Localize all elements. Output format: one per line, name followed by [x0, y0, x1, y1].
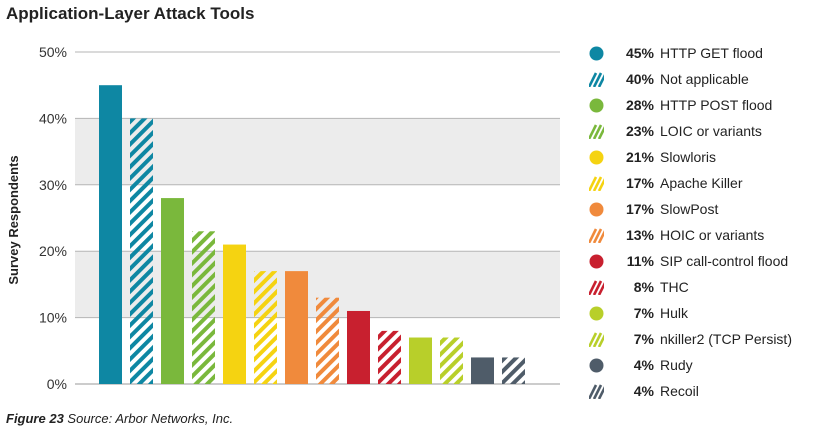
y-tick-label: 40%	[39, 110, 67, 126]
legend-value: 21%	[625, 149, 654, 165]
bar-7	[285, 271, 308, 384]
legend-item: 8% THC	[589, 274, 829, 300]
plot-band	[75, 118, 560, 185]
chart-title: Application-Layer Attack Tools	[6, 4, 255, 23]
legend-item: 23% LOIC or variants	[589, 118, 829, 144]
figure-source: Source: Arbor Networks, Inc.	[67, 411, 234, 426]
legend-label: Rudy	[660, 357, 693, 373]
circle-marker-icon	[589, 254, 604, 268]
hatched-marker-icon	[589, 123, 604, 139]
plot-band	[75, 184, 560, 252]
legend-label: HTTP GET flood	[660, 45, 763, 61]
bar-13	[471, 357, 494, 384]
legend-label: HOIC or variants	[660, 227, 765, 243]
hatched-marker-icon	[589, 227, 604, 243]
legend-label: Not applicable	[660, 71, 749, 87]
y-tick-label: 50%	[39, 44, 67, 60]
bar-6	[254, 271, 277, 384]
legend-label: LOIC or variants	[660, 123, 762, 139]
bar-9	[347, 310, 370, 384]
figure-caption: Figure 23 Source: Arbor Networks, Inc.	[6, 411, 233, 426]
bar-1	[99, 85, 122, 384]
legend-item: 28% HTTP POST flood	[589, 92, 829, 118]
legend-label: SlowPost	[660, 201, 719, 217]
circle-marker-icon	[589, 46, 604, 60]
legend-value: 17%	[625, 175, 654, 191]
legend-item: 45% HTTP GET flood	[589, 40, 829, 66]
plot-bands	[75, 52, 560, 384]
legend-value: 17%	[625, 201, 654, 217]
legend-value: 4%	[633, 383, 654, 399]
y-tick-label: 0%	[47, 376, 67, 392]
bar-11	[409, 337, 432, 384]
bars	[99, 85, 525, 385]
y-tick-labels: 0% 10% 20% 30% 40% 50%	[39, 44, 67, 392]
legend: 45% HTTP GET flood 40% Not applicable 28% HTT…	[589, 40, 829, 404]
legend-label: THC	[660, 279, 689, 295]
legend-value: 28%	[625, 97, 654, 113]
legend-item: 11% SIP call-control flood	[589, 248, 829, 274]
legend-value: 4%	[633, 357, 654, 373]
circle-marker-icon	[589, 150, 604, 164]
hatched-marker-icon	[589, 71, 604, 87]
hatched-marker-icon	[589, 175, 604, 191]
legend-value: 40%	[625, 71, 654, 87]
bar-3	[161, 198, 184, 384]
legend-label: Slowloris	[660, 149, 717, 165]
legend-item: 7% Hulk	[589, 300, 829, 326]
bar-4	[192, 231, 215, 384]
circle-marker-icon	[589, 358, 604, 372]
legend-value: 7%	[633, 305, 654, 321]
legend-item: 21% Slowloris	[589, 144, 829, 170]
legend-value: 45%	[625, 45, 654, 61]
bar-12	[440, 337, 463, 384]
legend-item: 17% Apache Killer	[589, 170, 829, 196]
circle-marker-icon	[589, 306, 604, 320]
y-axis-label: Survey Respondents	[6, 155, 21, 284]
plot-band	[75, 52, 560, 119]
legend-item: 4% Recoil	[589, 378, 829, 404]
bar-8	[316, 297, 339, 384]
y-tick-label: 30%	[39, 177, 67, 193]
legend-value: 11%	[626, 253, 654, 269]
legend-item: 17% SlowPost	[589, 196, 829, 222]
legend-item: 7% nkiller2 (TCP Persist)	[589, 326, 829, 352]
bar-10	[378, 330, 401, 384]
legend-value: 13%	[625, 227, 654, 243]
legend-item: 40% Not applicable	[589, 66, 829, 92]
legend-label: nkiller2 (TCP Persist)	[660, 331, 792, 347]
legend-item: 13% HOIC or variants	[589, 222, 829, 248]
circle-marker-icon	[589, 202, 604, 216]
hatched-marker-icon	[589, 331, 604, 347]
figure-number: Figure 23	[6, 411, 64, 426]
legend-value: 23%	[625, 123, 654, 139]
bar-chart: 0% 10% 20% 30% 40% 50% Survey Respondents	[6, 44, 560, 392]
bar-5	[223, 244, 246, 384]
bar-14	[502, 357, 525, 384]
circle-marker-icon	[589, 98, 604, 112]
y-tick-label: 10%	[39, 310, 67, 326]
legend-item: 4% Rudy	[589, 352, 829, 378]
legend-label: Hulk	[660, 305, 689, 321]
y-tick-label: 20%	[39, 243, 67, 259]
legend-label: Recoil	[660, 383, 699, 399]
bar-2	[130, 118, 153, 385]
hatched-marker-icon	[589, 279, 604, 295]
legend-value: 7%	[633, 331, 654, 347]
hatched-marker-icon	[589, 383, 604, 399]
legend-label: SIP call-control flood	[660, 253, 789, 269]
legend-label: Apache Killer	[660, 175, 743, 191]
legend-value: 8%	[633, 279, 654, 295]
legend-label: HTTP POST flood	[660, 97, 773, 113]
